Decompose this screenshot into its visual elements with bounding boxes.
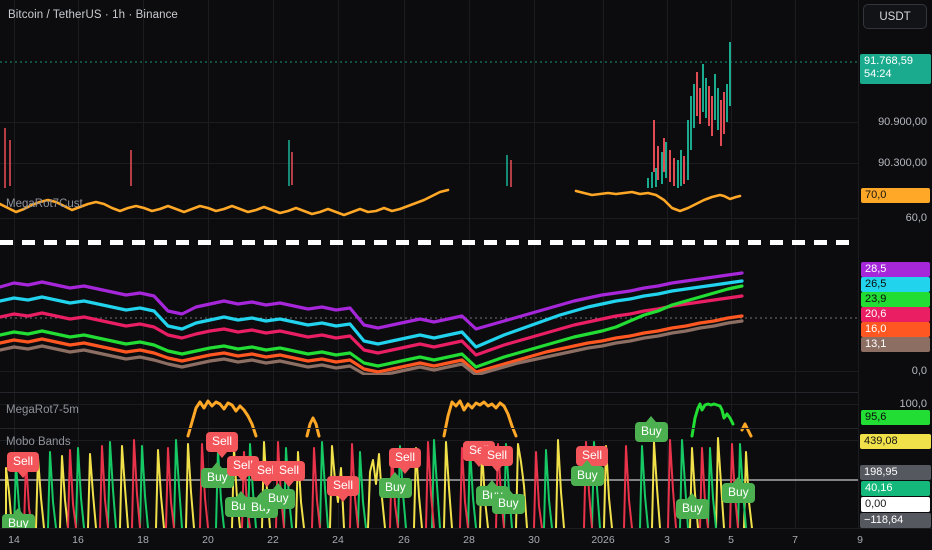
- last-price-badge-label: 91.768,59: [864, 55, 913, 67]
- signal-marker-buy[interactable]: Buy: [635, 416, 668, 442]
- time-axis-tick: 20: [202, 534, 214, 546]
- indicator-title-mobo-bands[interactable]: Mobo Bands: [6, 436, 71, 448]
- time-axis-tick: 24: [332, 534, 344, 546]
- price-axis-tick: 60,0: [905, 212, 927, 224]
- time-axis-tick: 5: [728, 534, 734, 546]
- price-axis-tick: 100,0: [899, 398, 927, 410]
- last-price-badge[interactable]: 91.768,59 54:24: [860, 54, 931, 84]
- signal-marker-layer: Sell Buy Sell Buy Sell Sell Sell Buy Buy Buy Sell S…: [2, 416, 755, 528]
- indicator-title-megarot7cust[interactable]: MegaRot7Cust: [6, 198, 83, 210]
- signal-marker-sell[interactable]: Sell: [481, 446, 514, 472]
- time-axis-tick: 28: [463, 534, 475, 546]
- pane-separator-dashed: [0, 240, 858, 245]
- time-axis-tick: 22: [267, 534, 279, 546]
- megarot7cust-pane: [0, 178, 858, 240]
- time-axis-tick: 16: [72, 534, 84, 546]
- band-value-3-label: 23,9: [865, 293, 887, 305]
- currency-button-label: USDT: [879, 10, 911, 23]
- last-price-badge-countdown: 54:24: [864, 68, 892, 80]
- zero-value-label: 0,00: [865, 498, 887, 510]
- time-axis-tick: 18: [137, 534, 149, 546]
- price-axis-tick: 90.900,00: [878, 116, 927, 128]
- bands-pane: [0, 255, 858, 375]
- symbol-title: Bitcoin / TetherUS · 1h · Binance: [8, 9, 178, 21]
- time-axis-tick: 26: [398, 534, 410, 546]
- signal-marker-buy[interactable]: Buy: [262, 483, 295, 509]
- mobo-lower-value[interactable]: 40,16: [861, 481, 930, 496]
- negative-value[interactable]: −118,64: [860, 513, 931, 528]
- signal-marker-buy[interactable]: Buy: [722, 477, 755, 503]
- band-value-4[interactable]: 20,6: [861, 307, 930, 322]
- currency-button[interactable]: USDT: [863, 4, 927, 29]
- megarot7cust-value[interactable]: 70,0: [861, 188, 930, 203]
- price-axis[interactable]: 90.900,00 90.300,00 60,0 0,0 100,0 91.768,59 5…: [858, 0, 932, 528]
- megarot7cust-series: [0, 188, 742, 217]
- megarot7-5m-value[interactable]: 95,6: [861, 410, 930, 425]
- mobo-mid-value-label: 198,95: [864, 466, 898, 478]
- megarot7-5m-value-label: 95,6: [865, 411, 887, 423]
- signal-marker-buy[interactable]: Buy: [379, 472, 412, 498]
- signal-marker-buy[interactable]: Buy: [201, 462, 234, 488]
- zero-value[interactable]: 0,00: [861, 497, 930, 512]
- megarot7-5m-pane: [0, 392, 858, 440]
- mobo-lower-value-label: 40,16: [865, 482, 893, 494]
- signal-marker-sell[interactable]: Sell: [273, 461, 306, 487]
- band-value-6-label: 13,1: [865, 338, 887, 350]
- time-axis-tick: 9: [857, 534, 863, 546]
- band-value-2[interactable]: 26,5: [861, 277, 930, 292]
- price-pane: [0, 0, 858, 190]
- time-axis-tick: 3: [664, 534, 670, 546]
- price-axis-tick: 0,0: [911, 365, 927, 377]
- signal-marker-sell[interactable]: Sell: [7, 452, 40, 478]
- signal-marker-sell[interactable]: Sell: [206, 432, 239, 458]
- signal-marker-buy[interactable]: Buy: [676, 493, 709, 519]
- band-value-5-label: 16,0: [865, 323, 887, 335]
- time-axis-tick: 2026: [591, 534, 615, 546]
- megarot7-5m-series: [186, 399, 753, 438]
- candlestick-series: [0, 42, 858, 188]
- mobo-mid-value[interactable]: 198,95: [860, 465, 931, 480]
- mobo-upper-value[interactable]: 439,08: [860, 434, 931, 449]
- indicator-title-megarot7-5m[interactable]: MegaRot7-5m: [6, 404, 79, 416]
- signal-marker-buy[interactable]: Buy: [492, 488, 525, 514]
- time-axis-tick: 30: [528, 534, 540, 546]
- time-axis-tick: 7: [792, 534, 798, 546]
- negative-value-label: −118,64: [864, 514, 904, 526]
- band-value-4-label: 20,6: [865, 308, 887, 320]
- bands-series: [0, 271, 858, 375]
- band-value-1[interactable]: 28,5: [861, 262, 930, 277]
- band-value-1-label: 28,5: [865, 263, 887, 275]
- mobo-upper-value-label: 439,08: [864, 435, 898, 447]
- signal-marker-buy[interactable]: Buy: [2, 508, 35, 528]
- signal-marker-buy[interactable]: Buy: [571, 460, 604, 486]
- band-value-3[interactable]: 23,9: [861, 292, 930, 307]
- band-value-2-label: 26,5: [865, 278, 887, 290]
- signal-marker-sell[interactable]: Sell: [389, 448, 422, 474]
- band-value-5[interactable]: 16,0: [861, 322, 930, 337]
- band-value-6[interactable]: 13,1: [861, 337, 930, 352]
- time-axis-tick: 14: [8, 534, 20, 546]
- price-axis-tick: 90.300,00: [878, 157, 927, 169]
- time-axis[interactable]: 14 16 18 20 22 24 26 28 30 2026 3 5 7 9: [0, 528, 932, 550]
- megarot7cust-value-label: 70,0: [865, 189, 887, 201]
- signal-marker-sell[interactable]: Sell: [327, 476, 360, 502]
